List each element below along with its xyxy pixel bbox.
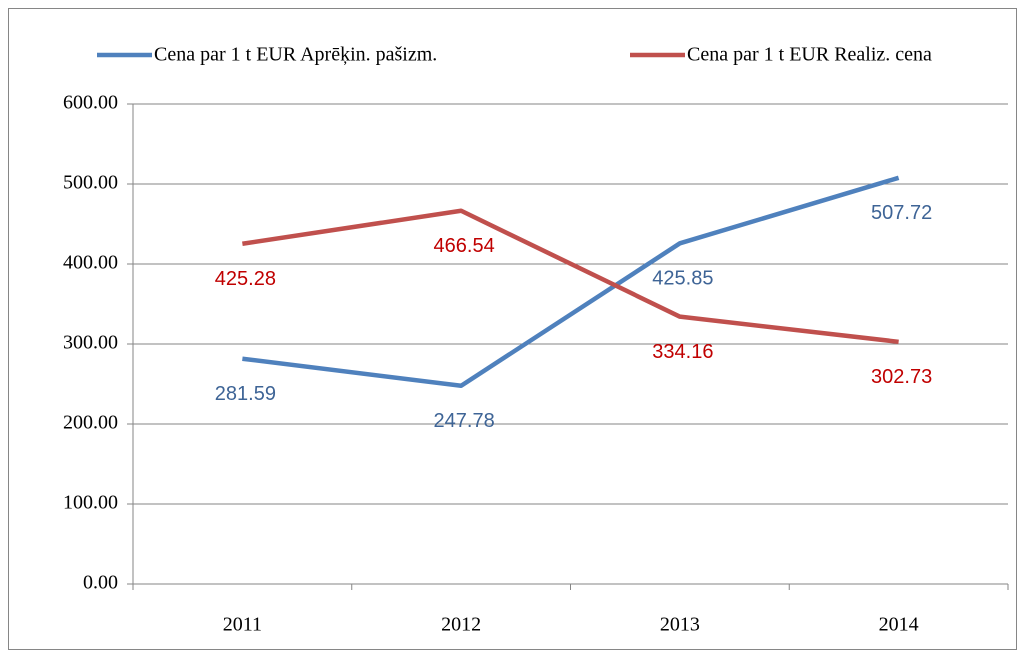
- data-label: 507.72: [871, 202, 932, 224]
- y-tick-label: 200.00: [63, 412, 118, 434]
- y-tick-label: 300.00: [63, 332, 118, 354]
- y-tick-label: 0.00: [83, 572, 118, 594]
- y-tick-label: 600.00: [63, 92, 118, 114]
- x-tick-label: 2012: [441, 614, 481, 636]
- data-label: 302.73: [871, 366, 932, 388]
- y-tick-label: 400.00: [63, 252, 118, 274]
- legend-label: Cena par 1 t EUR Aprēķin. pašizm.: [154, 44, 437, 66]
- x-tick-label: 2013: [660, 614, 700, 636]
- y-tick-label: 100.00: [63, 492, 118, 514]
- data-label: 425.85: [652, 268, 713, 290]
- series-line: [242, 208, 899, 345]
- chart-border: [8, 8, 1017, 650]
- x-tick-label: 2011: [223, 614, 262, 636]
- data-label: 281.59: [215, 383, 276, 405]
- data-label: 247.78: [434, 410, 495, 432]
- data-label: 466.54: [434, 235, 495, 257]
- data-label: 334.16: [652, 341, 713, 363]
- x-tick-label: 2014: [879, 614, 919, 636]
- series-line: [242, 175, 900, 389]
- legend-label: Cena par 1 t EUR Realiz. cena: [687, 44, 932, 66]
- data-label: 425.28: [215, 268, 276, 290]
- y-tick-label: 500.00: [63, 172, 118, 194]
